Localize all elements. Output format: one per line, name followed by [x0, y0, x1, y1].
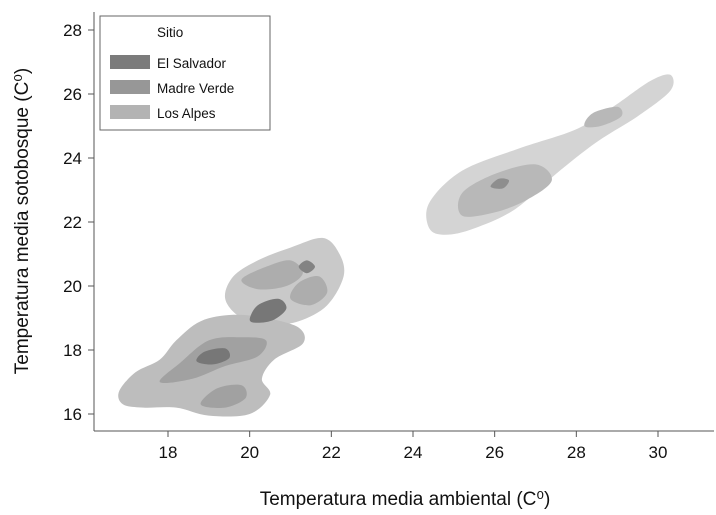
- y-tick-label: 16: [63, 405, 82, 424]
- contour-level-3: [196, 348, 231, 365]
- legend-title: Sitio: [157, 25, 183, 40]
- contour-level-2: [584, 106, 623, 128]
- y-tick-label: 22: [63, 213, 82, 232]
- contour-level-3: [249, 298, 287, 323]
- contour-series-madre-verde: [224, 237, 345, 325]
- x-ticks: 18 20 22 24 26 28 30: [159, 431, 668, 462]
- contour-layer: [118, 74, 674, 417]
- contour-level-2: [200, 384, 247, 409]
- contour-level-3: [490, 178, 510, 189]
- x-tick-label: 26: [485, 443, 504, 462]
- y-tick-label: 28: [63, 21, 82, 40]
- contour-series-los-alpes: [426, 74, 674, 235]
- x-axis-title: Temperatura media ambiental (C⁰): [260, 489, 551, 510]
- x-tick-label: 28: [567, 443, 586, 462]
- x-tick-label: 30: [649, 443, 668, 462]
- contour-level-2: [290, 276, 328, 306]
- legend: Sitio El Salvador Madre Verde Los Alpes: [99, 15, 271, 131]
- contour-level-2: [457, 164, 552, 217]
- legend-swatch-los-alpes: [110, 105, 150, 119]
- legend-swatch-el-salvador: [110, 55, 150, 69]
- x-tick-label: 24: [404, 443, 423, 462]
- contour-level-2: [241, 260, 303, 290]
- legend-label-el-salvador: El Salvador: [157, 56, 227, 71]
- contour-level-3: [298, 260, 315, 274]
- y-ticks: 16 18 20 22 24 26 28: [63, 21, 94, 424]
- y-axis-title: Temperatura media sotobosque (C⁰): [12, 68, 33, 375]
- x-tick-label: 22: [322, 443, 341, 462]
- x-tick-label: 20: [240, 443, 259, 462]
- legend-swatch-madre-verde: [110, 80, 150, 94]
- y-tick-label: 24: [63, 149, 82, 168]
- x-tick-label: 18: [159, 443, 178, 462]
- y-tick-label: 18: [63, 341, 82, 360]
- contour-series-el-salvador: [118, 298, 305, 417]
- legend-label-madre-verde: Madre Verde: [157, 81, 234, 96]
- y-tick-label: 26: [63, 85, 82, 104]
- y-tick-label: 20: [63, 277, 82, 296]
- legend-label-los-alpes: Los Alpes: [157, 106, 216, 121]
